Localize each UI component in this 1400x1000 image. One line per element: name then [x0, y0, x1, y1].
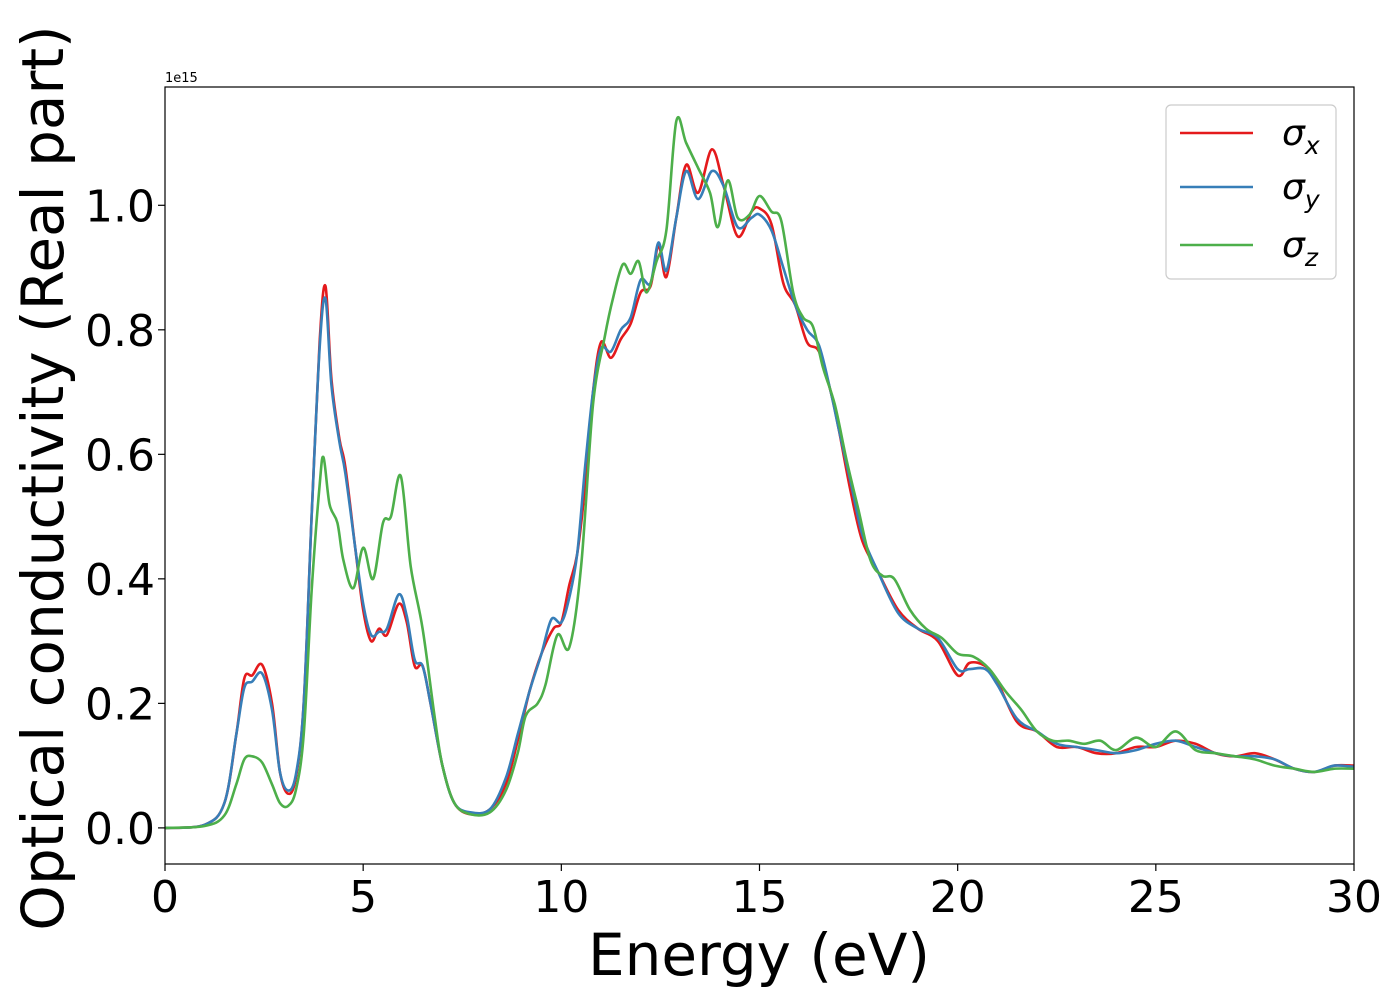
x-tick-label: 30 [1326, 872, 1382, 923]
y-tick-label: 0.8 [85, 306, 155, 357]
x-tick-label: 15 [732, 872, 788, 923]
series-layer [165, 116, 1354, 830]
legend-symbol: σ [1282, 113, 1306, 154]
y-axis-label: Optical conductivity (Real part) [9, 25, 77, 930]
y-tick-label: 0.4 [85, 555, 155, 606]
series-line-z [165, 116, 1354, 830]
legend-subscript: z [1304, 243, 1319, 272]
legend-symbol: σ [1282, 225, 1306, 266]
y-tick-label: 0.2 [85, 679, 155, 730]
legend-box [1165, 104, 1337, 280]
x-axis: 0 5 10 15 20 25 30 [151, 864, 1382, 923]
legend-subscript: y [1304, 185, 1321, 214]
offset-text: 1e15 [165, 71, 198, 86]
x-tick-label: 5 [349, 872, 377, 923]
x-tick-label: 25 [1128, 872, 1184, 923]
x-axis-label: Energy (eV) [588, 921, 930, 989]
x-tick-label: 20 [930, 872, 986, 923]
x-tick-label: 0 [151, 872, 179, 923]
y-axis: 0.0 0.2 0.4 0.6 0.8 1.0 [85, 181, 165, 855]
plot-area [164, 86, 1355, 865]
y-tick-label: 0.0 [85, 804, 155, 855]
y-tick-label: 1.0 [85, 181, 155, 232]
x-tick-label: 10 [533, 872, 589, 923]
legend-label: σx [1282, 113, 1320, 160]
y-tick-label: 0.6 [85, 430, 155, 481]
legend-symbol: σ [1282, 167, 1306, 208]
legend-label: σy [1282, 167, 1321, 214]
legend-subscript: x [1304, 131, 1320, 160]
legend-label: σz [1282, 225, 1319, 272]
